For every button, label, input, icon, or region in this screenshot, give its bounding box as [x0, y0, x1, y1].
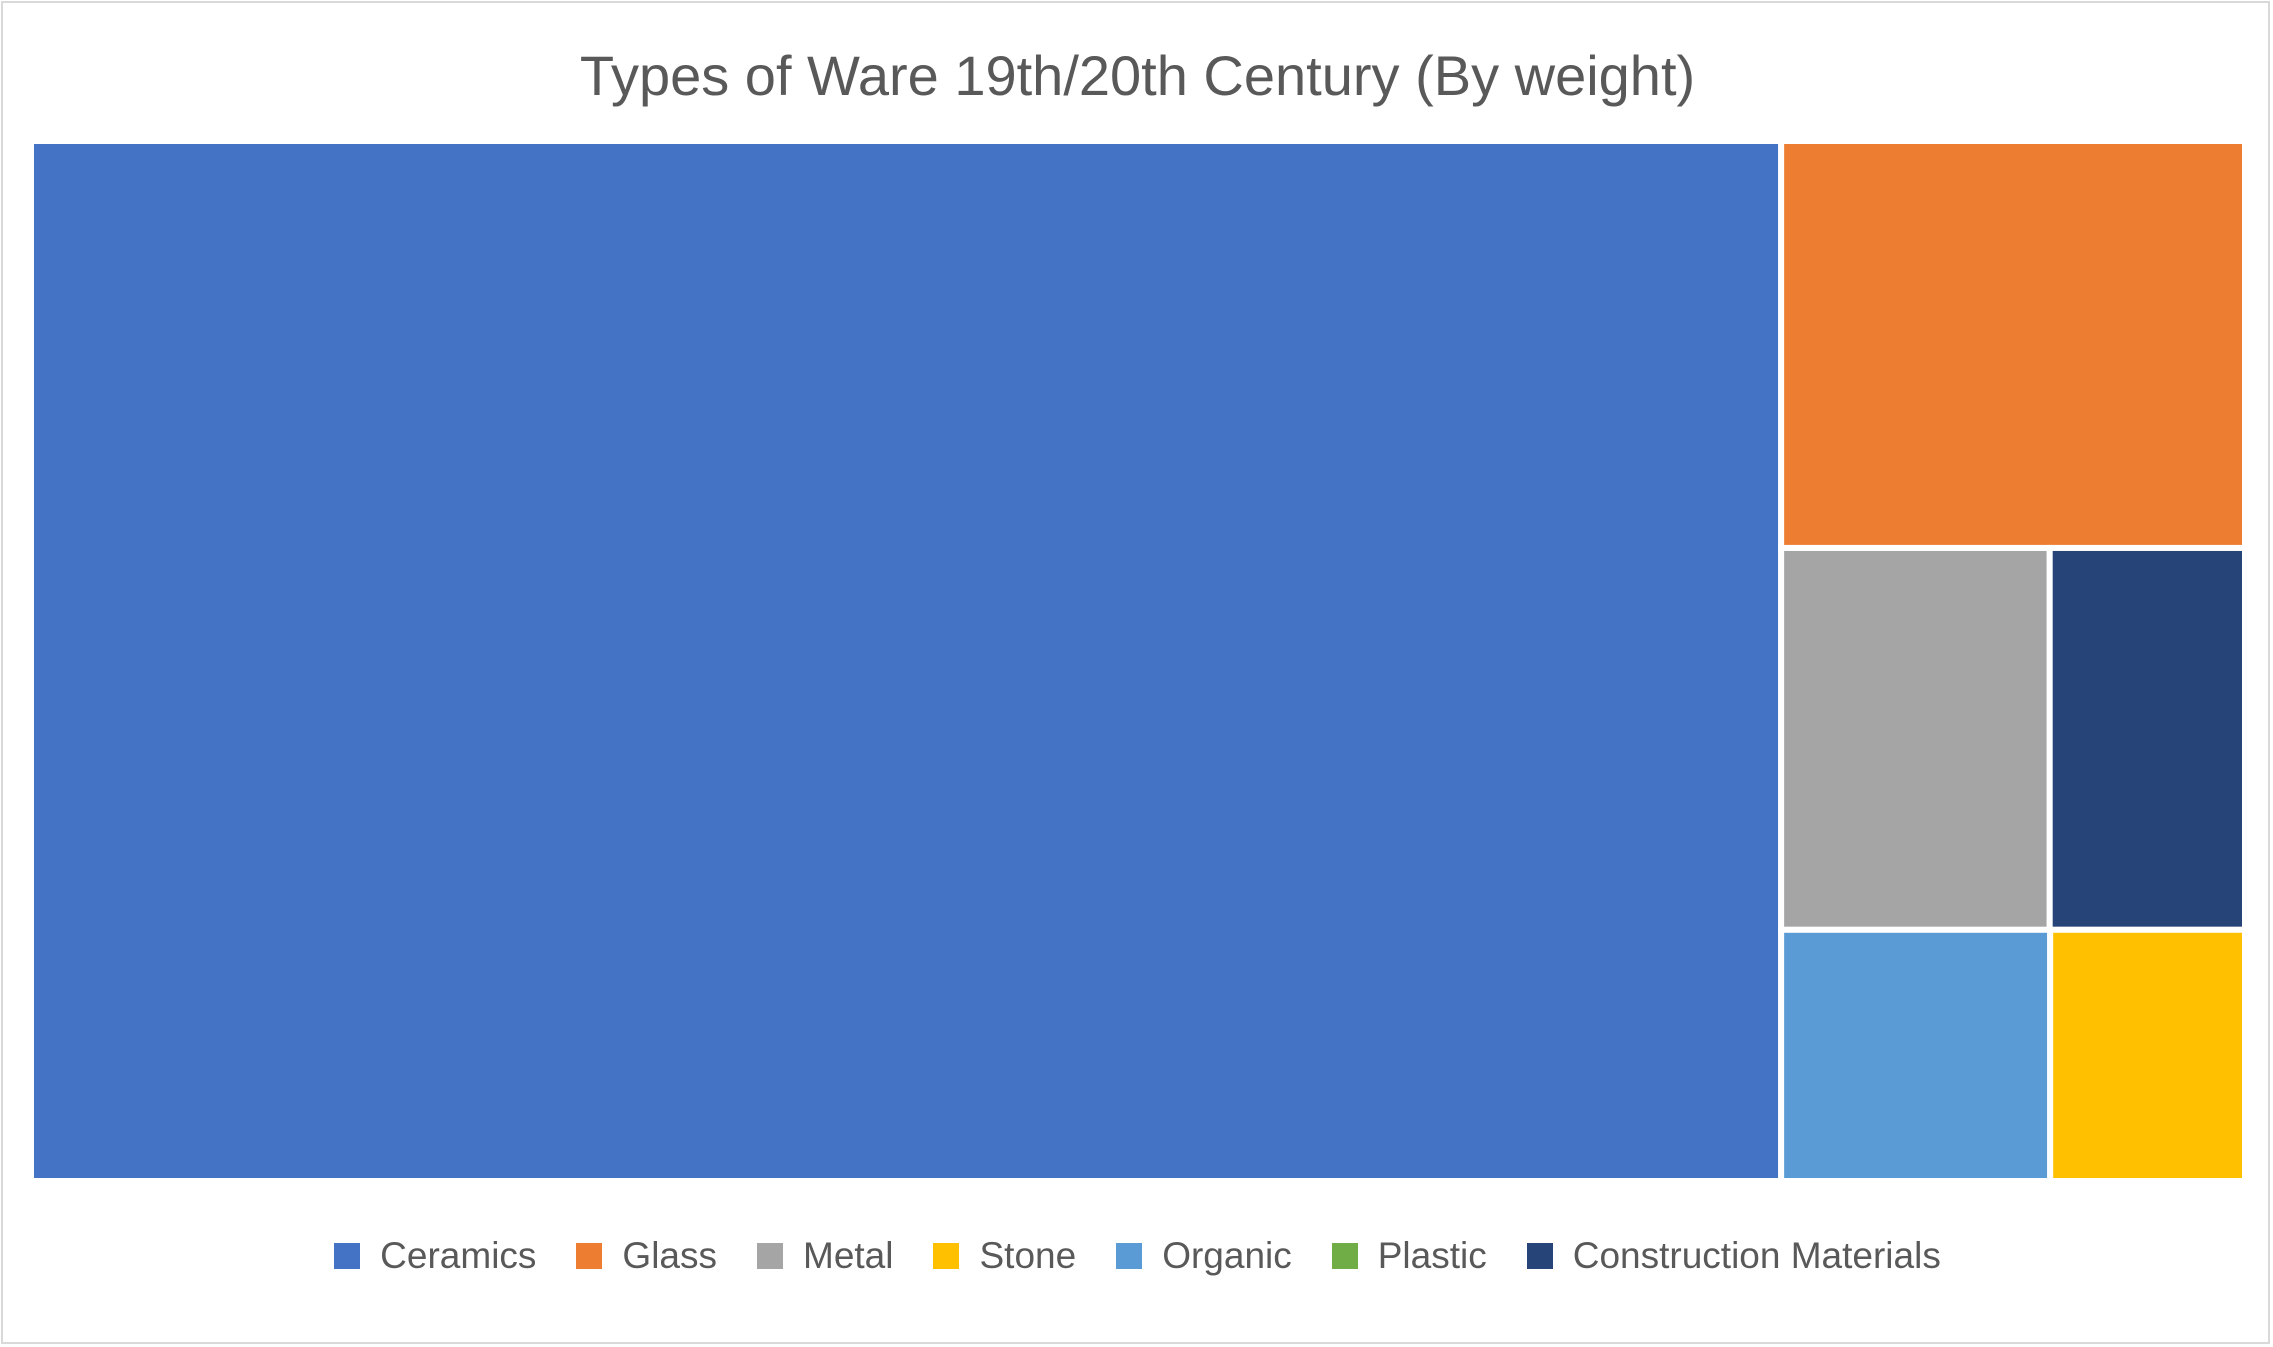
legend-swatch-construction-materials	[1526, 1243, 1553, 1269]
legend-item-metal: Metal	[757, 1235, 893, 1277]
legend-label-construction-materials: Construction Materials	[1572, 1235, 1941, 1276]
legend-item-ceramics: Ceramics	[334, 1235, 536, 1277]
legend-swatch-stone	[933, 1243, 960, 1269]
chart-title: Types of Ware 19th/20th Century (By weig…	[579, 44, 1696, 107]
treemap-tile-glass	[1778, 138, 2248, 551]
legend-label-ceramics: Ceramics	[380, 1235, 537, 1276]
treemap-tile-construction-materials	[2046, 544, 2249, 933]
legend-label-stone: Stone	[979, 1235, 1077, 1276]
legend-swatch-ceramics	[334, 1243, 361, 1269]
legend-item-plastic: Plastic	[1331, 1235, 1487, 1277]
legend-swatch-glass	[576, 1243, 603, 1269]
legend-item-stone: Stone	[933, 1235, 1076, 1277]
legend-item-construction-materials: Construction Materials	[1526, 1235, 1941, 1277]
treemap-tile-organic	[1778, 926, 2054, 1185]
treemap-tile-metal	[1778, 544, 2053, 933]
legend-label-plastic: Plastic	[1377, 1235, 1487, 1276]
legend-label-organic: Organic	[1162, 1235, 1292, 1276]
treemap-tile-ceramics	[28, 138, 1785, 1184]
legend-item-organic: Organic	[1116, 1235, 1292, 1277]
treemap-plot	[28, 138, 2249, 1185]
legend-swatch-plastic	[1331, 1243, 1358, 1269]
legend-swatch-metal	[757, 1243, 783, 1269]
legend: Ceramics Glass Metal Stone Organic Plastic Con…	[3, 1235, 2272, 1277]
legend-label-glass: Glass	[622, 1235, 717, 1276]
legend-label-metal: Metal	[803, 1235, 894, 1276]
treemap-tile-stone	[2047, 926, 2249, 1185]
legend-swatch-organic	[1116, 1243, 1143, 1269]
legend-item-glass: Glass	[576, 1235, 717, 1277]
